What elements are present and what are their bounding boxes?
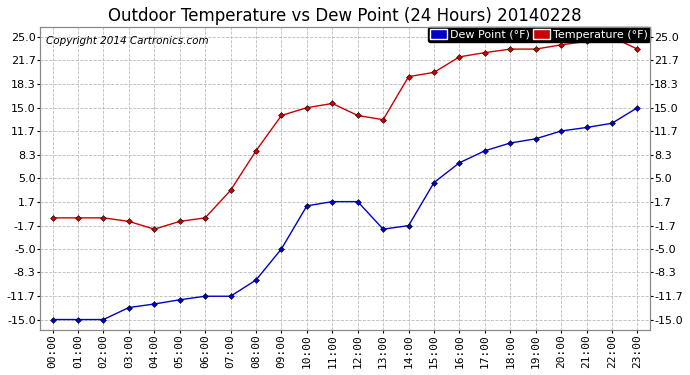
Text: Copyright 2014 Cartronics.com: Copyright 2014 Cartronics.com	[46, 36, 208, 46]
Title: Outdoor Temperature vs Dew Point (24 Hours) 20140228: Outdoor Temperature vs Dew Point (24 Hou…	[108, 7, 582, 25]
Legend: Dew Point (°F), Temperature (°F): Dew Point (°F), Temperature (°F)	[428, 27, 650, 42]
